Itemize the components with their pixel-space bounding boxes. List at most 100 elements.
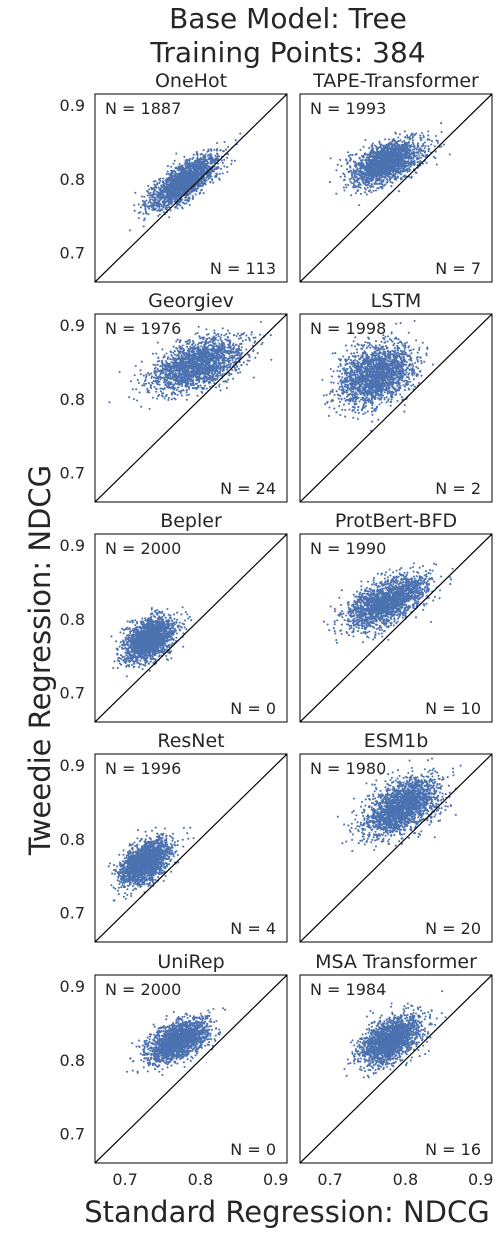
scatter-point xyxy=(397,172,401,175)
scatter-point xyxy=(423,141,426,144)
scatter-point xyxy=(192,196,195,199)
scatter-point xyxy=(232,342,235,345)
scatter-point xyxy=(137,203,140,206)
scatter-point xyxy=(384,176,387,179)
scatter-point xyxy=(171,180,174,183)
scatter-point xyxy=(137,211,140,215)
scatter-point xyxy=(215,333,218,337)
scatter-point xyxy=(209,153,212,156)
scatter-point xyxy=(176,386,179,389)
scatter-point xyxy=(367,171,370,174)
scatter-point xyxy=(390,163,393,166)
scatter-point xyxy=(148,207,151,210)
scatter-point xyxy=(142,219,146,222)
scatter-point xyxy=(385,178,389,181)
scatter-point xyxy=(140,195,143,198)
scatter-point xyxy=(210,338,213,341)
scatter-point xyxy=(199,182,202,185)
scatter-point xyxy=(181,385,184,388)
scatter-point xyxy=(393,175,397,178)
scatter-point xyxy=(366,154,369,157)
scatter-point xyxy=(196,156,199,159)
scatter-point xyxy=(397,190,401,193)
scatter-point xyxy=(166,195,169,199)
scatter-point xyxy=(154,184,157,187)
scatter-point xyxy=(394,132,397,135)
scatter-point xyxy=(371,170,374,173)
scatter-point xyxy=(383,156,386,159)
scatter-point xyxy=(157,209,160,212)
scatter-point xyxy=(174,170,177,173)
scatter-point xyxy=(213,329,216,332)
scatter-point xyxy=(219,167,223,170)
scatter-point xyxy=(370,180,373,183)
scatter-point xyxy=(353,174,357,177)
scatter-point xyxy=(189,192,192,195)
scatter-point xyxy=(427,150,430,153)
scatter-point xyxy=(153,192,156,195)
scatter-point xyxy=(373,156,376,159)
scatter-point xyxy=(355,153,358,156)
scatter-point xyxy=(171,358,174,361)
scatter-point xyxy=(194,189,197,192)
scatter-point xyxy=(168,188,171,192)
scatter-point xyxy=(343,178,346,181)
scatter-point xyxy=(208,165,211,168)
scatter-point xyxy=(236,365,239,368)
scatter-point xyxy=(354,164,357,167)
scatter-point xyxy=(398,133,401,136)
scatter-point xyxy=(175,152,178,155)
scatter-point xyxy=(152,180,155,183)
scatter-point xyxy=(390,151,393,154)
scatter-point xyxy=(347,155,350,158)
scatter-point xyxy=(377,154,380,157)
scatter-point xyxy=(157,356,160,359)
scatter-point xyxy=(153,385,156,388)
y-axis-label: Tweedie Regression: NDCG xyxy=(23,465,57,856)
scatter-point xyxy=(352,168,355,171)
scatter-point xyxy=(416,160,419,164)
scatter-point xyxy=(167,398,170,402)
scatter-point xyxy=(179,339,182,342)
scatter-point xyxy=(169,184,172,187)
scatter-point xyxy=(149,383,152,387)
scatter-point xyxy=(156,196,159,199)
scatter-point xyxy=(169,197,172,200)
scatter-point xyxy=(166,165,169,168)
scatter-point xyxy=(176,207,179,210)
scatter-point xyxy=(144,203,147,206)
scatter-point xyxy=(392,153,395,156)
scatter-point xyxy=(173,353,176,356)
scatter-point xyxy=(448,153,451,156)
scatter-point xyxy=(409,134,413,137)
scatter-point xyxy=(163,204,166,207)
scatter-point xyxy=(188,184,191,187)
scatter-point xyxy=(359,148,362,151)
scatter-point xyxy=(413,159,416,162)
scatter-point xyxy=(202,154,205,157)
scatter-point xyxy=(170,191,174,194)
scatter-point xyxy=(260,343,263,346)
scatter-point xyxy=(395,162,398,165)
scatter-point xyxy=(336,163,339,166)
scatter-point xyxy=(201,168,204,171)
scatter-point xyxy=(185,161,188,164)
scatter-point xyxy=(207,333,210,336)
scatter-point xyxy=(200,162,203,165)
scatter-point xyxy=(191,172,194,175)
scatter-point xyxy=(370,191,373,194)
scatter-point xyxy=(212,170,215,173)
scatter-point xyxy=(200,170,203,173)
scatter-point xyxy=(230,159,233,162)
scatter-point xyxy=(169,209,172,212)
scatter-point xyxy=(395,142,398,145)
scatter-point xyxy=(175,178,179,181)
scatter-point xyxy=(171,200,174,203)
scatter-point xyxy=(142,212,145,215)
scatter-point xyxy=(395,176,398,179)
scatter-point xyxy=(376,177,379,180)
scatter-point xyxy=(369,158,372,162)
scatter-point xyxy=(408,136,411,139)
scatter-points xyxy=(108,320,273,410)
